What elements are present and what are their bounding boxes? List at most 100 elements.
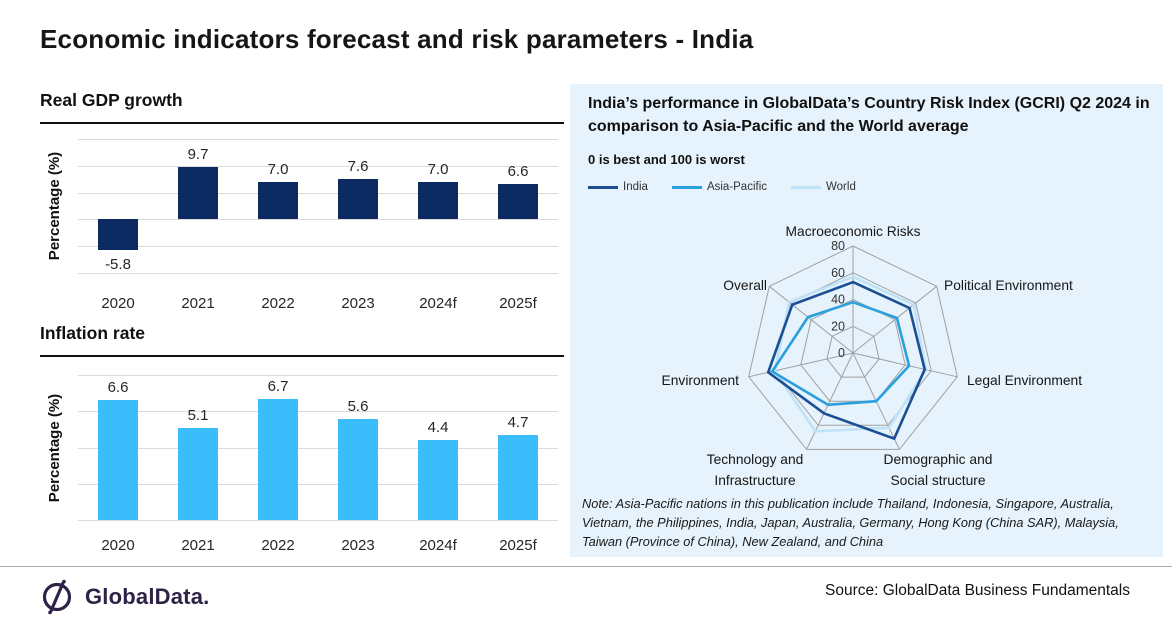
radar-tick-label: 20 (831, 319, 845, 333)
gdp-chart-title: Real GDP growth (40, 90, 183, 110)
radar-ring-40 (800, 298, 906, 402)
radar-series-world (773, 275, 928, 433)
category-label: 2024f (419, 295, 457, 312)
category-label: 2022 (261, 537, 295, 554)
radar-axis-label: Technology and (707, 452, 804, 467)
radar-legend: India Asia-Pacific World (588, 181, 856, 193)
radar-ring-80 (748, 245, 958, 450)
bar-value-label: 6.6 (507, 163, 529, 181)
category-label: 2024f (419, 537, 457, 554)
bar-value-label: 5.6 (347, 397, 369, 415)
bar-2025f (498, 434, 538, 520)
bar-value-label: 7.0 (427, 160, 449, 178)
inflation-title-rule (40, 355, 564, 357)
risk-index-panel: 0 20 40 60 80 Macroeconomic Risks Political En… (570, 84, 1163, 557)
radar-spoke (748, 352, 854, 378)
radar-series-asia-pacific (770, 300, 911, 407)
radar-spoke (806, 352, 854, 450)
gridline (78, 246, 558, 248)
radar-tick-label: 60 (831, 266, 845, 280)
category-label: 2023 (341, 537, 375, 554)
radar-series-india (766, 280, 927, 441)
radar-axis-label: Infrastructure (714, 473, 796, 488)
radar-note: Note: Asia-Pacific nations in this publi… (582, 496, 1119, 550)
bar-2025f (498, 184, 538, 220)
globaldata-logo: GlobalData. (38, 578, 209, 616)
category-label: 2023 (341, 295, 375, 312)
bar-2021 (178, 167, 218, 220)
category-label: 2020 (101, 295, 135, 312)
gridline (78, 447, 558, 449)
category-label: 2025f (499, 295, 537, 312)
gridline (78, 139, 558, 140)
bar-value-label: 6.7 (267, 377, 289, 395)
inflation-chart-title: Inflation rate (40, 323, 146, 343)
footer-divider (0, 566, 1172, 567)
gridline (78, 192, 558, 194)
category-label: 2020 (101, 537, 135, 554)
gridline (78, 219, 558, 221)
gridline (78, 520, 558, 521)
radar-spoke (852, 285, 938, 354)
page-title: Economic indicators forecast and risk pa… (40, 24, 754, 54)
radar-axis-label: Legal Environment (967, 373, 1082, 388)
gdp-bar-chart: -5.8 2020 9.7 2021 7.0 2022 7.6 2023 7.0 2024f 6.6… (78, 139, 558, 312)
bar-2020 (98, 400, 138, 520)
bar-value-label: 5.1 (187, 406, 209, 424)
bar-value-label: 4.7 (507, 413, 529, 431)
legend-label: India (623, 181, 648, 193)
radar-axis-label: Political Environment (944, 278, 1073, 293)
radar-tick-label: 0 (838, 346, 845, 360)
radar-ring-20 (826, 325, 880, 378)
bar-value-label: 4.4 (427, 419, 449, 437)
gridline (78, 411, 558, 413)
category-label: 2021 (181, 295, 215, 312)
globaldata-logo-text: GlobalData. (85, 584, 210, 609)
inflation-y-axis-label: Percentage (%) (46, 393, 63, 503)
gridline (78, 165, 558, 167)
bar-value-label: 6.6 (107, 379, 129, 397)
bar-2022 (258, 398, 298, 520)
bar-value-label: 7.0 (267, 160, 289, 178)
radar-tick-label: 80 (831, 239, 845, 253)
gdp-title-rule (40, 122, 564, 124)
bar-2024f (418, 181, 458, 220)
radar-spoke (768, 285, 854, 354)
legend-item-world: World (791, 181, 856, 193)
bar-value-label: 7.6 (347, 157, 369, 175)
gdp-y-axis-label: Percentage (%) (46, 151, 63, 261)
gridline (78, 483, 558, 485)
legend-swatch (671, 185, 702, 189)
source-text: Source: GlobalData Business Fundamentals (825, 582, 1130, 599)
category-label: 2025f (499, 537, 537, 554)
globaldata-logo-icon (42, 579, 72, 615)
category-label: 2021 (181, 537, 215, 554)
category-label: 2022 (261, 295, 295, 312)
bar-value-label: -5.8 (105, 256, 131, 274)
legend-item-india: India (588, 181, 648, 193)
inflation-bar-chart: 6.6 2020 5.1 2021 6.7 2022 5.6 2023 4.4 2024f 4.7 2… (78, 375, 558, 554)
bar-2023 (338, 178, 378, 220)
legend-label: Asia-Pacific (706, 181, 768, 193)
gridline (78, 273, 558, 274)
radar-axis-label: Social structure (890, 473, 985, 488)
radar-axis-label: Overall (723, 278, 767, 293)
legend-label: World (826, 181, 856, 193)
legend-swatch (588, 185, 618, 189)
legend-swatch (791, 185, 822, 189)
radar-axis-label: Macroeconomic Risks (786, 224, 921, 239)
gridline (78, 375, 558, 376)
legend-item-asia-pacific: Asia-Pacific (671, 181, 768, 193)
radar-tick-label: 40 (831, 293, 845, 307)
bar-2024f (418, 440, 458, 520)
radar-axis-label: Environment (662, 373, 740, 388)
bar-2021 (178, 427, 218, 520)
radar-axis-label: Demographic and (884, 452, 993, 467)
bar-2022 (258, 181, 298, 220)
radar-title: India’s performance in GlobalData’s Coun… (588, 95, 1150, 136)
bar-2020 (98, 219, 138, 251)
radar-spoke (852, 352, 958, 378)
bar-value-label: 9.7 (187, 146, 209, 164)
bar-2023 (338, 418, 378, 520)
